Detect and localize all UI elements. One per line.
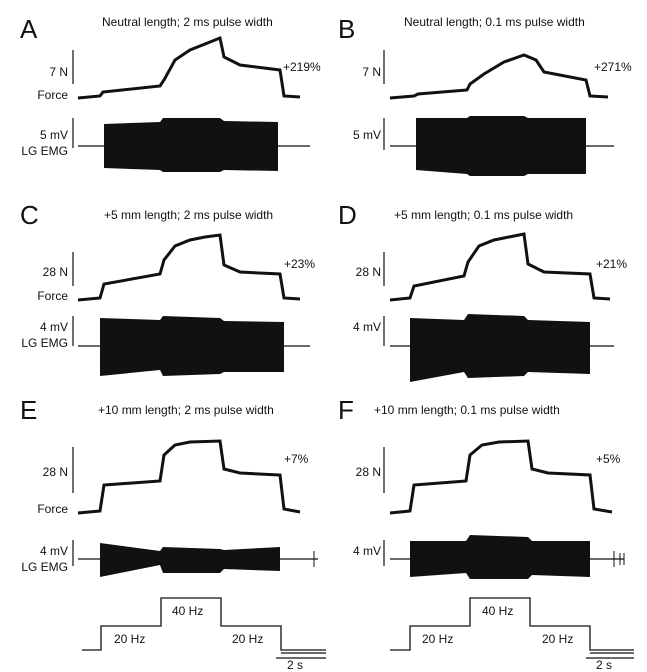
emg-trace (100, 316, 284, 376)
force-trace (389, 439, 613, 515)
emg-trace (100, 543, 280, 577)
panel-title: Neutral length; 2 ms pulse width (102, 15, 273, 29)
panel-e: E +10 mm length; 2 ms pulse width 28 N F… (0, 395, 320, 595)
emg-label: LG EMG (21, 336, 68, 350)
force-label: Force (37, 88, 68, 102)
panel-letter: F (338, 395, 354, 425)
panel-letter: B (338, 14, 356, 44)
traces (72, 35, 310, 172)
panel-title: +5 mm length; 0.1 ms pulse width (394, 208, 574, 222)
stimulus-trace (390, 597, 634, 659)
stimulus-protocol-right: 20 Hz 40 Hz 20 Hz 2 s (324, 590, 647, 672)
panel-letter: D (338, 200, 357, 230)
emg-label: LG EMG (21, 560, 68, 574)
traces (72, 233, 310, 376)
force-increase-percent: +271% (594, 60, 632, 74)
stim-20hz-label: 20 Hz (114, 632, 146, 646)
traces (383, 232, 614, 382)
stim-40hz-label: 40 Hz (482, 604, 514, 618)
force-trace (389, 232, 611, 302)
stim-20hz-label: 20 Hz (422, 632, 454, 646)
traces (383, 50, 614, 176)
force-label: Force (37, 289, 68, 303)
force-increase-percent: +219% (283, 60, 321, 74)
traces (72, 439, 318, 577)
panel-d: D +5 mm length; 0.1 ms pulse width 28 N … (324, 200, 644, 400)
stimulus-protocol-left: 20 Hz 40 Hz 20 Hz 2 s (0, 590, 326, 672)
force-trace (77, 35, 301, 100)
force-trace (77, 233, 301, 302)
force-scale-label: 28 N (355, 465, 381, 479)
panel-b: B Neutral length; 0.1 ms pulse width 7 N… (324, 0, 644, 200)
force-scale-label: 7 N (49, 65, 68, 79)
emg-scale-label: 4 mV (39, 320, 68, 334)
emg-scale-label: 4 mV (352, 320, 381, 334)
force-label: Force (37, 502, 68, 516)
emg-scale-label: 5 mV (352, 128, 381, 142)
time-scale-label: 2 s (596, 658, 613, 672)
emg-trace (410, 314, 590, 382)
time-scale-label: 2 s (287, 658, 304, 672)
panel-title: +10 mm length; 2 ms pulse width (98, 403, 274, 417)
panel-c: C +5 mm length; 2 ms pulse width 28 N Fo… (0, 200, 320, 400)
panel-title: +5 mm length; 2 ms pulse width (104, 208, 274, 222)
force-increase-percent: +21% (596, 257, 628, 271)
force-increase-percent: +7% (284, 452, 309, 466)
panel-letter: E (20, 395, 38, 425)
stim-20hz-label: 20 Hz (542, 632, 574, 646)
traces (383, 439, 625, 579)
stim-20hz-label: 20 Hz (232, 632, 264, 646)
emg-scale-label: 5 mV (39, 128, 68, 142)
emg-trace (410, 535, 590, 579)
panel-a: A Neutral length; 2 ms pulse width 7 N F… (0, 0, 321, 200)
stim-40hz-label: 40 Hz (172, 604, 204, 618)
emg-trace (104, 118, 278, 172)
force-increase-percent: +23% (284, 257, 316, 271)
panel-title: +10 mm length; 0.1 ms pulse width (374, 403, 560, 417)
force-scale-label: 28 N (42, 465, 68, 479)
force-scale-label: 7 N (362, 65, 381, 79)
panel-f: F +10 mm length; 0.1 ms pulse width 28 N… (324, 395, 644, 595)
panel-letter: A (20, 14, 38, 44)
force-scale-label: 28 N (355, 265, 381, 279)
stimulus-trace (82, 597, 326, 659)
force-scale-label: 28 N (42, 265, 68, 279)
emg-scale-label: 4 mV (352, 544, 381, 558)
emg-scale-label: 4 mV (39, 544, 68, 558)
force-trace (77, 439, 301, 515)
emg-trace (416, 116, 586, 176)
force-trace (389, 53, 609, 100)
force-increase-percent: +5% (596, 452, 621, 466)
emg-label: LG EMG (21, 144, 68, 158)
panel-letter: C (20, 200, 39, 230)
panel-title: Neutral length; 0.1 ms pulse width (404, 15, 585, 29)
